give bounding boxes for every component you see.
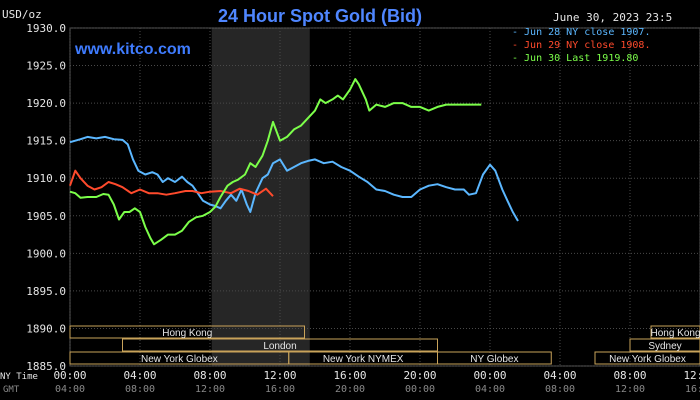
x-tick-label-gmt: 12:00: [195, 384, 225, 395]
session-bar: [122, 338, 438, 352]
y-tick-label: 1925.0: [26, 60, 66, 73]
session-bar: [437, 351, 552, 365]
y-tick-label: 1885.0: [26, 360, 66, 373]
x-tick-label-gmt: 20:00: [335, 384, 365, 395]
gmt-label: GMT: [3, 385, 20, 395]
legend-entry-jun30: - Jun 30 Last 1919.80: [512, 53, 638, 64]
y-tick-label: 1890.0: [26, 322, 66, 335]
y-tick-label: 1930.0: [26, 22, 66, 35]
website-label: www.kitco.com: [74, 41, 191, 58]
x-tick-label-gmt: 04:00: [475, 384, 505, 395]
session-label: Hong Kong: [650, 328, 700, 339]
y-tick-label: 1905.0: [26, 210, 66, 223]
x-tick-label-ny: 04:00: [123, 369, 156, 382]
x-tick-label-ny: 08:00: [613, 369, 646, 382]
x-tick-label-ny: 08:00: [193, 369, 226, 382]
session-bar: [594, 351, 700, 365]
session-label: New York Globex: [141, 354, 218, 365]
y-tick-label: 1900.0: [26, 247, 66, 260]
series-line-jun-30: [69, 78, 482, 246]
session-label: NY Globex: [470, 354, 518, 365]
legend-entry-jun28: - Jun 28 NY close 1907.: [512, 27, 650, 38]
x-tick-label-gmt: 00:00: [405, 384, 435, 395]
y-tick-label: 1920.0: [26, 97, 66, 110]
series-line-jun-28: [69, 135, 519, 222]
session-bar: [69, 325, 305, 339]
x-tick-label-ny: 00:00: [53, 369, 86, 382]
x-tick-label-gmt: 16:00: [265, 384, 295, 395]
chart-title: 24 Hour Spot Gold (Bid): [218, 6, 422, 26]
x-tick-label-ny: 04:00: [543, 369, 576, 382]
y-tick-label: 1910.0: [26, 172, 66, 185]
y-tick-label: 1895.0: [26, 285, 66, 298]
x-tick-label-gmt: 16:00: [685, 384, 700, 395]
x-tick-label-ny: 12:00: [683, 369, 700, 382]
nymex-shaded-region: [211, 28, 310, 366]
x-tick-label-ny: 20:00: [403, 369, 436, 382]
x-tick-label-gmt: 12:00: [615, 384, 645, 395]
x-tick-label-ny: 16:00: [333, 369, 366, 382]
x-tick-label-gmt: 08:00: [125, 384, 155, 395]
x-tick-label-ny: 00:00: [473, 369, 506, 382]
session-label: Hong Kong: [162, 328, 212, 339]
session-label: Sydney: [648, 341, 681, 352]
x-tick-label-gmt: 04:00: [55, 384, 85, 395]
y-tick-label: 1915.0: [26, 135, 66, 148]
x-tick-label-ny: 12:00: [263, 369, 296, 382]
x-tick-label-gmt: 08:00: [545, 384, 575, 395]
session-bar: [629, 338, 700, 352]
session-bar: [650, 325, 700, 339]
units-label: USD/oz: [2, 8, 42, 21]
series-line-jun-29: [69, 169, 274, 197]
ny-time-label: NY Time: [0, 372, 38, 382]
session-label: London: [263, 341, 296, 352]
date-label: June 30, 2023 23:5: [553, 11, 672, 24]
legend-entry-jun29: - Jun 29 NY close 1908.: [512, 40, 650, 51]
session-label: New York Globex: [609, 354, 686, 365]
session-label: New York NYMEX: [323, 354, 404, 365]
